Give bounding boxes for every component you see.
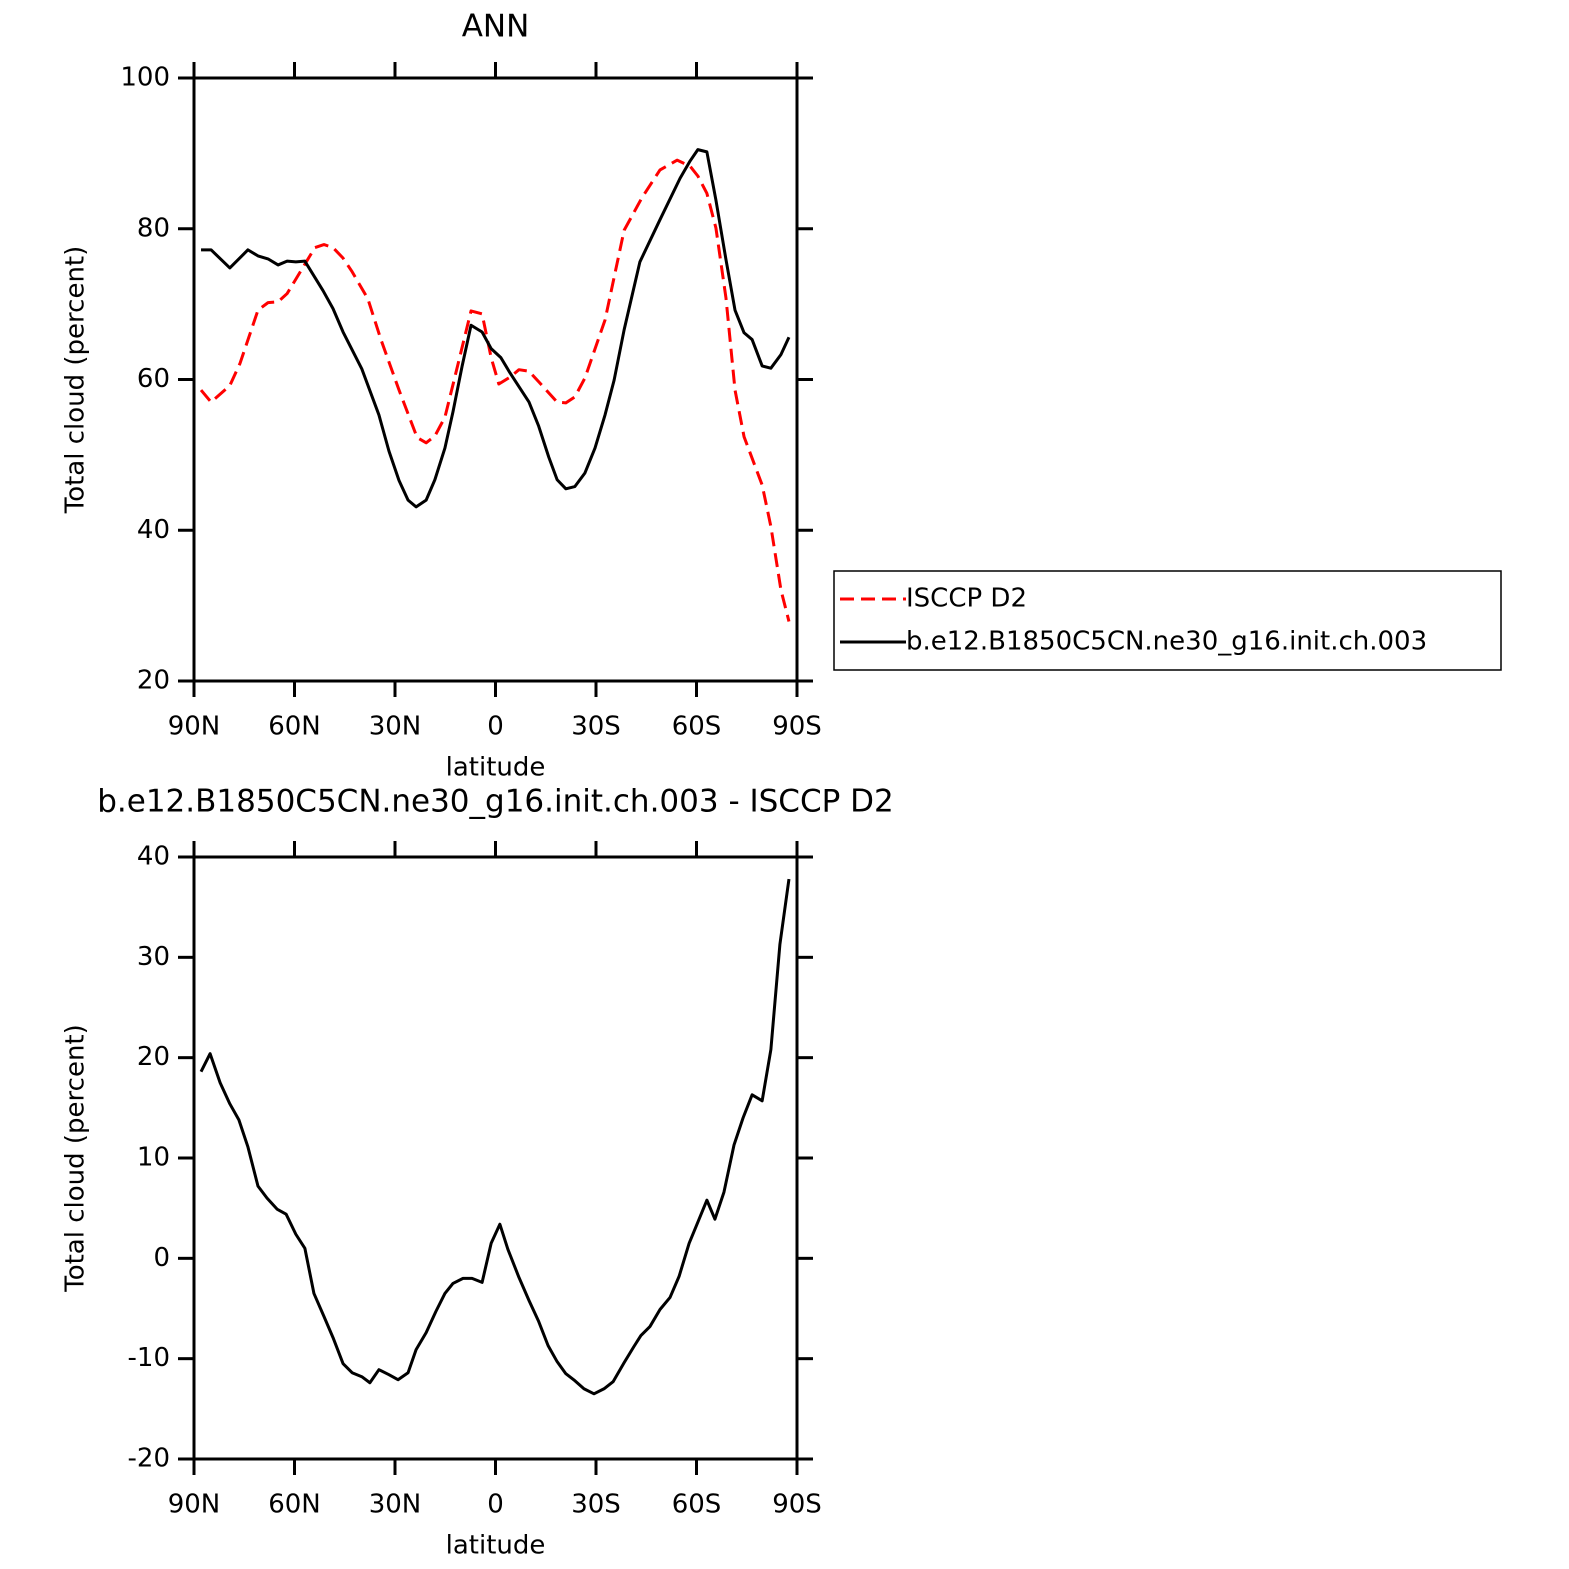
y-tick-label: 60: [137, 364, 170, 394]
y-tick-label: 20: [137, 666, 170, 696]
y-axis-title: Total cloud (percent): [61, 246, 91, 515]
chart-title: b.e12.B1850C5CN.ne30_g16.init.ch.003 - I…: [97, 784, 894, 820]
x-tick-label: 60S: [672, 1490, 722, 1520]
legend-text: ISCCP D2: [906, 584, 1027, 614]
y-tick-label: 30: [137, 942, 170, 972]
data-line: [201, 148, 791, 509]
x-tick-label: 90N: [168, 1490, 221, 1520]
x-tick-label: 30S: [571, 1490, 621, 1520]
x-tick-label: 30N: [369, 712, 422, 742]
y-tick-label: 40: [137, 515, 170, 545]
x-tick-label: 0: [487, 712, 504, 742]
x-tick-label: 0: [487, 1490, 504, 1520]
x-tick-label: 90N: [168, 712, 221, 742]
y-tick-label: 100: [120, 63, 170, 93]
x-tick-label: 90S: [772, 1490, 822, 1520]
y-tick-label: 80: [137, 213, 170, 243]
chart-title: ANN: [462, 9, 530, 45]
x-tick-label: 60N: [268, 1490, 321, 1520]
y-tick-label: -10: [128, 1343, 170, 1373]
data-line: [199, 878, 791, 1396]
y-tick-label: 20: [137, 1042, 170, 1072]
y-tick-label: 10: [137, 1143, 170, 1173]
x-axis-title: latitude: [446, 1531, 546, 1561]
y-tick-label: -20: [128, 1444, 170, 1474]
plot-frame: [192, 855, 799, 1461]
x-tick-label: 30S: [571, 712, 621, 742]
y-tick-label: 40: [137, 842, 170, 872]
y-tick-label: 0: [153, 1243, 170, 1273]
x-tick-label: 90S: [772, 712, 822, 742]
x-axis-title: latitude: [446, 753, 546, 783]
x-tick-label: 60N: [268, 712, 321, 742]
plot-frame: [192, 76, 799, 683]
y-axis-title: Total cloud (percent): [61, 1024, 91, 1293]
data-line: [199, 158, 791, 622]
x-tick-label: 30N: [369, 1490, 422, 1520]
legend-text: b.e12.B1850C5CN.ne30_g16.init.ch.003: [906, 627, 1427, 657]
x-tick-label: 60S: [672, 712, 722, 742]
legend-box: [833, 570, 1502, 671]
